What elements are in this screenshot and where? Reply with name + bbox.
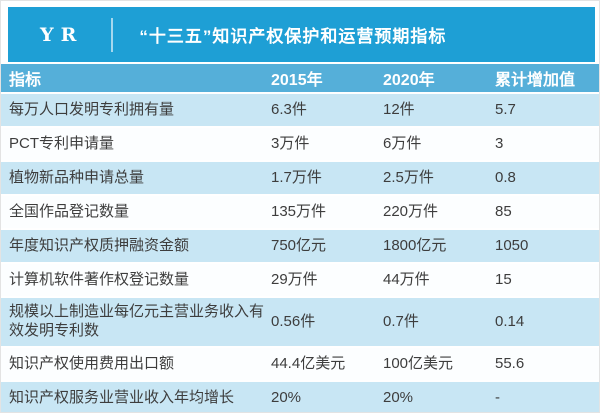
value-2015-cell: 750亿元 xyxy=(265,230,377,262)
increase-cell: 15 xyxy=(489,264,599,296)
value-2015-cell: 44.4亿美元 xyxy=(265,348,377,380)
column-header-indicator: 指标 xyxy=(1,64,265,92)
value-2015-cell: 1.7万件 xyxy=(265,162,377,194)
increase-cell: 1050 xyxy=(489,230,599,262)
increase-cell: - xyxy=(489,382,599,412)
value-2020-cell: 6万件 xyxy=(377,128,489,160)
indicators-table: 指标 2015年 2020年 累计增加值 每万人口发明专利拥有量 6.3件 12… xyxy=(1,62,599,412)
table-row: PCT专利申请量 3万件 6万件 3 xyxy=(1,128,599,160)
table-header-row: 指标 2015年 2020年 累计增加值 xyxy=(1,64,599,92)
increase-cell: 85 xyxy=(489,196,599,228)
value-2015-cell: 3万件 xyxy=(265,128,377,160)
indicator-cell: 年度知识产权质押融资金额 xyxy=(1,230,265,262)
indicator-cell: PCT专利申请量 xyxy=(1,128,265,160)
table-row: 知识产权服务业营业收入年均增长 20% 20% - xyxy=(1,382,599,412)
indicator-cell: 植物新品种申请总量 xyxy=(1,162,265,194)
table-row: 每万人口发明专利拥有量 6.3件 12件 5.7 xyxy=(1,94,599,126)
column-header-2020: 2020年 xyxy=(377,64,489,92)
value-2020-cell: 44万件 xyxy=(377,264,489,296)
column-header-increase: 累计增加值 xyxy=(489,64,599,92)
value-2020-cell: 220万件 xyxy=(377,196,489,228)
indicator-cell: 规模以上制造业每亿元主营业务收入有效发明专利数 xyxy=(1,298,265,346)
value-2020-cell: 12件 xyxy=(377,94,489,126)
brand-logo: YR xyxy=(40,23,84,46)
column-header-2015: 2015年 xyxy=(265,64,377,92)
value-2020-cell: 100亿美元 xyxy=(377,348,489,380)
header-banner: YR “十三五”知识产权保护和运营预期指标 xyxy=(8,7,595,62)
value-2015-cell: 0.56件 xyxy=(265,298,377,346)
value-2015-cell: 29万件 xyxy=(265,264,377,296)
table-row: 规模以上制造业每亿元主营业务收入有效发明专利数 0.56件 0.7件 0.14 xyxy=(1,298,599,346)
table-row: 知识产权使用费用出口额 44.4亿美元 100亿美元 55.6 xyxy=(1,348,599,380)
value-2020-cell: 0.7件 xyxy=(377,298,489,346)
increase-cell: 0.14 xyxy=(489,298,599,346)
indicator-cell: 全国作品登记数量 xyxy=(1,196,265,228)
value-2020-cell: 2.5万件 xyxy=(377,162,489,194)
value-2015-cell: 20% xyxy=(265,382,377,412)
page-title: “十三五”知识产权保护和运营预期指标 xyxy=(139,27,447,46)
indicator-cell: 每万人口发明专利拥有量 xyxy=(1,94,265,126)
table-row: 植物新品种申请总量 1.7万件 2.5万件 0.8 xyxy=(1,162,599,194)
indicator-cell: 知识产权服务业营业收入年均增长 xyxy=(1,382,265,412)
value-2015-cell: 135万件 xyxy=(265,196,377,228)
table-row: 计算机软件著作权登记数量 29万件 44万件 15 xyxy=(1,264,599,296)
table-row: 年度知识产权质押融资金额 750亿元 1800亿元 1050 xyxy=(1,230,599,262)
indicator-cell: 计算机软件著作权登记数量 xyxy=(1,264,265,296)
indicator-cell: 知识产权使用费用出口额 xyxy=(1,348,265,380)
value-2015-cell: 6.3件 xyxy=(265,94,377,126)
increase-cell: 55.6 xyxy=(489,348,599,380)
increase-cell: 5.7 xyxy=(489,94,599,126)
value-2020-cell: 1800亿元 xyxy=(377,230,489,262)
table-row: 全国作品登记数量 135万件 220万件 85 xyxy=(1,196,599,228)
banner-divider xyxy=(111,17,114,52)
increase-cell: 0.8 xyxy=(489,162,599,194)
increase-cell: 3 xyxy=(489,128,599,160)
value-2020-cell: 20% xyxy=(377,382,489,412)
